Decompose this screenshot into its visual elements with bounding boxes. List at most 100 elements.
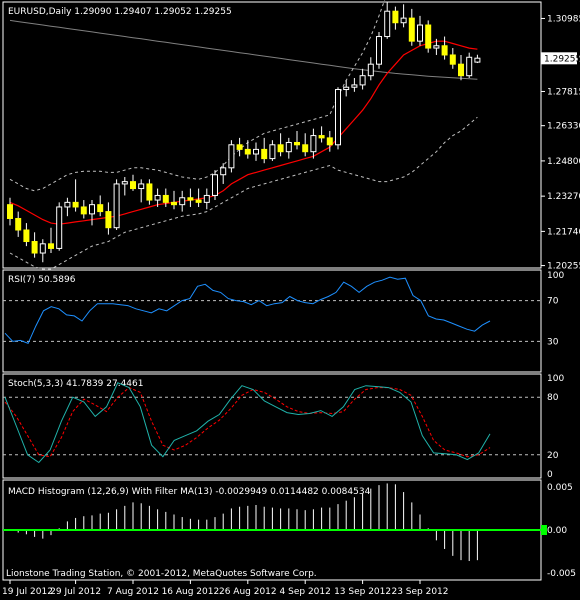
- stoch-d-line: [4, 387, 491, 458]
- macd-tick-label: -0.005: [547, 569, 576, 579]
- current-price-label: 1.29255: [544, 54, 580, 64]
- price-tick-label: 1.26330: [547, 122, 580, 132]
- rsi-line: [4, 276, 491, 345]
- candle-body: [261, 148, 268, 160]
- candle-body: [80, 206, 87, 215]
- candle-body: [359, 75, 366, 86]
- candle-body: [179, 197, 186, 206]
- date-tick-label: 13 Sep 2012: [334, 587, 391, 597]
- date-tick-label: 26 Aug 2012: [219, 587, 277, 597]
- date-tick-label: 7 Aug 2012: [107, 587, 159, 597]
- macd-label: MACD Histogram (12,26,9) With Filter MA(…: [8, 487, 371, 497]
- price-tick-label: 1.20255: [547, 262, 580, 272]
- candle-body: [130, 181, 136, 190]
- candle-body: [367, 63, 374, 77]
- candle-body: [64, 201, 71, 208]
- date-tick-label: 29 Jul 2012: [50, 587, 101, 597]
- candle-body: [31, 241, 38, 254]
- candle-body: [171, 201, 177, 206]
- candle-body: [220, 167, 227, 176]
- price-tick-label: 1.24800: [547, 157, 580, 167]
- price-tick-label: 1.27815: [547, 87, 580, 97]
- candle-body: [408, 17, 415, 42]
- ma-gray-line: [9, 19, 478, 80]
- current-price-box: [541, 52, 577, 65]
- date-tick-label: 23 Sep 2012: [391, 587, 448, 597]
- price-tick-label: 1.21740: [547, 227, 580, 237]
- footer-copyright: Lionstone Trading Station, © 2001-2012, …: [6, 569, 317, 579]
- candle-body: [72, 201, 79, 208]
- candle-body: [138, 183, 145, 190]
- candle-body: [146, 183, 153, 201]
- candle-body: [269, 144, 276, 160]
- candle-body: [335, 89, 341, 146]
- candle-body: [417, 24, 423, 42]
- candle-body: [343, 86, 350, 91]
- candle-body: [105, 211, 112, 229]
- stoch-k-line: [4, 382, 491, 464]
- candle-body: [7, 204, 13, 219]
- stoch-label: Stoch(5,3,3) 41.7839 27.4461: [8, 379, 143, 389]
- candle-body: [162, 194, 169, 203]
- candle-body: [97, 204, 104, 213]
- candle-body: [56, 206, 63, 249]
- stoch-level-label: 80: [547, 393, 559, 403]
- candle-body: [244, 148, 251, 155]
- candle-body: [474, 57, 481, 63]
- candle-body: [195, 199, 202, 203]
- candle-body: [441, 45, 448, 56]
- candle-body: [449, 54, 456, 65]
- candle-body: [236, 144, 243, 150]
- rsi-level-label: 100: [547, 271, 564, 281]
- candle-body: [121, 181, 128, 185]
- candle-body: [326, 137, 333, 146]
- candle-body: [187, 197, 194, 201]
- candle-body: [154, 194, 161, 201]
- pane-frame-main: [2, 1, 542, 269]
- candle-body: [294, 141, 300, 146]
- candle-body: [318, 135, 325, 139]
- candle-body: [310, 135, 317, 153]
- price-tick-label: 1.30985: [547, 14, 580, 24]
- candle-body: [89, 204, 95, 215]
- candle-body: [23, 229, 30, 243]
- candle-body: [253, 148, 259, 155]
- bollinger-upper-band: [9, 0, 386, 192]
- candle-body: [15, 217, 22, 231]
- date-tick-label: 16 Aug 2012: [162, 587, 220, 597]
- candle-body: [203, 194, 210, 203]
- candle-body: [376, 36, 382, 65]
- pane-frame-rsi: [2, 269, 542, 373]
- macd-tick-label: 0.00: [547, 526, 567, 536]
- candle-body: [384, 10, 391, 38]
- candle-body: [285, 141, 292, 153]
- candle-body: [466, 56, 473, 77]
- macd-tick-label: 0.005: [547, 483, 573, 493]
- candle-body: [113, 183, 120, 229]
- candle-body: [351, 84, 358, 88]
- bollinger-lower-band: [9, 116, 478, 270]
- price-tick-label: 1.23270: [547, 192, 580, 202]
- candle-body: [302, 144, 309, 153]
- ma-red-line: [9, 40, 478, 225]
- candle-body: [48, 243, 54, 249]
- candle-body: [458, 63, 464, 77]
- candle-body: [277, 144, 284, 153]
- stoch-level-label: 0: [547, 470, 553, 480]
- rsi-label: RSI(7) 50.5896: [8, 275, 76, 285]
- candle-body: [425, 24, 432, 49]
- candle-body: [228, 144, 235, 169]
- date-tick-label: 19 Jul 2012: [2, 587, 53, 597]
- candle-body: [400, 17, 407, 24]
- candle-body: [433, 45, 440, 49]
- macd-zero-marker: [541, 525, 547, 535]
- date-tick-label: 4 Sep 2012: [280, 587, 331, 597]
- stoch-level-label: 20: [547, 451, 559, 461]
- rsi-level-label: 70: [547, 297, 559, 307]
- candle-body: [212, 174, 218, 196]
- stoch-level-label: 100: [547, 374, 564, 384]
- symbol-header: EURUSD,Daily 1.29090 1.29407 1.29052 1.2…: [8, 7, 232, 17]
- rsi-level-label: 30: [547, 337, 559, 347]
